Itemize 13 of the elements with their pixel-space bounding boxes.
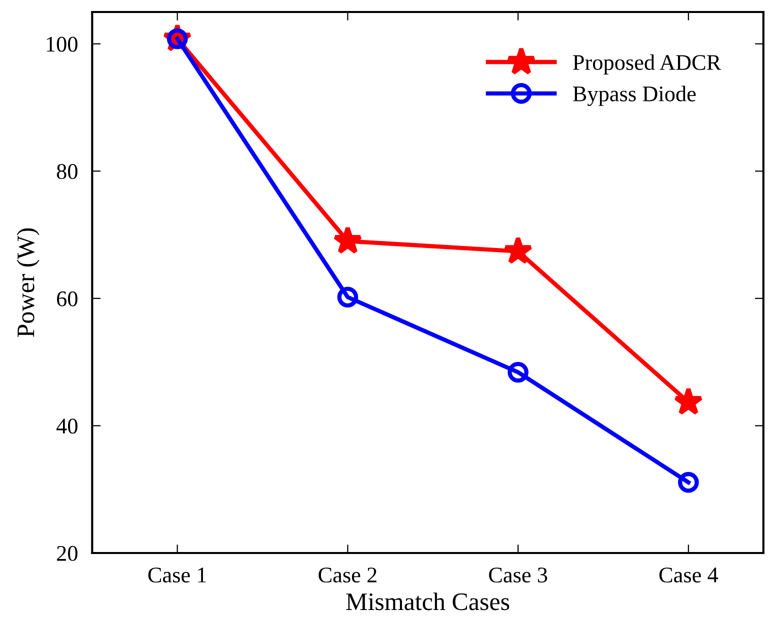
x-axis-title: Mismatch Cases (346, 592, 510, 610)
x-tick-label: Case 2 (318, 568, 376, 583)
y-axis-title: Power (W) (16, 228, 40, 337)
y-tick-label: 20 (57, 546, 78, 561)
y-tick-label: 80 (56, 164, 78, 180)
y-tick-label: 40 (56, 418, 78, 434)
legend-label: Bypass Diode (573, 86, 696, 106)
x-tick-label: Case 1 (148, 568, 206, 583)
y-tick-label: 100 (46, 36, 78, 52)
x-tick-label: Case 4 (659, 568, 718, 583)
legend-label: Proposed ADCR (573, 54, 722, 75)
y-tick-label: 60 (57, 291, 78, 306)
x-tick-label: Case 3 (489, 568, 548, 583)
